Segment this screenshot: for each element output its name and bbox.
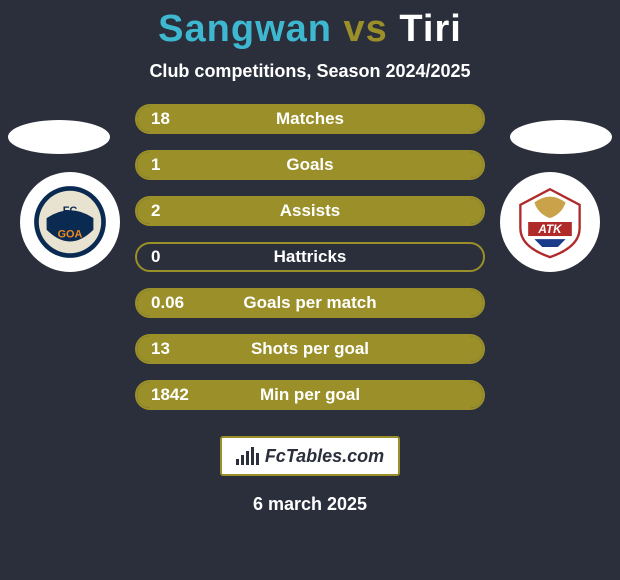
- title-row: Sangwan vs Tiri: [0, 8, 620, 51]
- stat-row: 0Hattricks: [135, 242, 485, 272]
- brand-text: FcTables.com: [265, 446, 384, 467]
- stat-label: Shots per goal: [137, 339, 483, 359]
- stat-label: Hattricks: [137, 247, 483, 267]
- stat-label: Goals: [137, 155, 483, 175]
- svg-text:GOA: GOA: [58, 229, 83, 241]
- stat-label: Assists: [137, 201, 483, 221]
- stat-label: Matches: [137, 109, 483, 129]
- player2-name: Tiri: [399, 8, 461, 50]
- stat-label: Goals per match: [137, 293, 483, 313]
- stat-row: 2Assists: [135, 196, 485, 226]
- svg-text:FC: FC: [63, 205, 78, 217]
- fc-goa-logo-icon: FC GOA: [31, 183, 109, 261]
- stat-row: 1Goals: [135, 150, 485, 180]
- atk-logo-icon: ATK: [511, 183, 589, 261]
- team1-badge: FC GOA: [20, 172, 120, 272]
- subtitle: Club competitions, Season 2024/2025: [0, 61, 620, 82]
- svg-text:ATK: ATK: [537, 223, 563, 236]
- team2-badge: ATK: [500, 172, 600, 272]
- player2-photo: [510, 120, 612, 154]
- player1-name: Sangwan: [158, 8, 332, 50]
- stat-label: Min per goal: [137, 385, 483, 405]
- vs-text: vs: [344, 8, 388, 50]
- fctables-brand: FcTables.com: [220, 436, 400, 476]
- stat-row: 0.06Goals per match: [135, 288, 485, 318]
- comparison-card: Sangwan vs Tiri Club competitions, Seaso…: [0, 0, 620, 580]
- stat-row: 13Shots per goal: [135, 334, 485, 364]
- stat-row: 18Matches: [135, 104, 485, 134]
- bars-icon: [236, 447, 259, 465]
- player1-photo: [8, 120, 110, 154]
- stat-row: 1842Min per goal: [135, 380, 485, 410]
- date-text: 6 march 2025: [0, 494, 620, 515]
- stats-list: 18Matches 1Goals 2Assists 0Hattricks 0.06Goa…: [135, 104, 485, 410]
